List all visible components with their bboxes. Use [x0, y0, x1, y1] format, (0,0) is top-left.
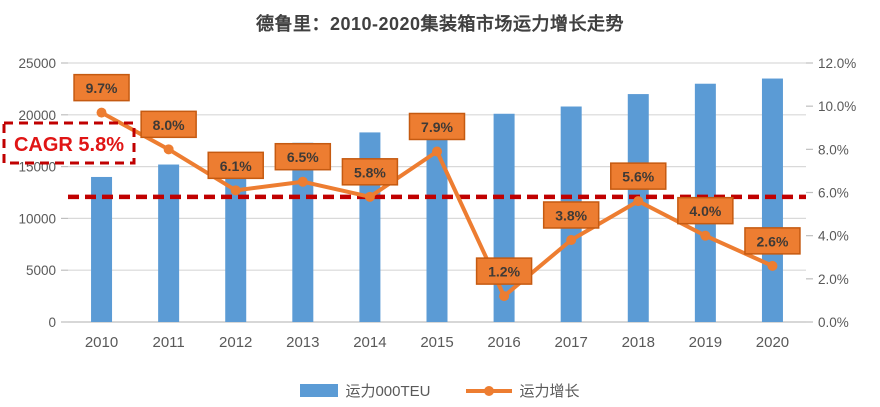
line-series-swatch-icon [465, 385, 512, 396]
right-axis-tick-label: 12.0% [818, 56, 856, 71]
bar-2020 [761, 78, 783, 322]
bar-2015 [426, 116, 448, 322]
x-axis-label-2016: 2016 [487, 334, 520, 351]
x-axis-label-2017: 2017 [554, 334, 587, 351]
growth-label: 2.6% [756, 233, 788, 249]
growth-label-box [274, 142, 332, 171]
growth-point-2012 [230, 185, 241, 196]
growth-label: 4.0% [689, 203, 721, 219]
chart-legend: 运力000TEU 运力增长 [0, 380, 880, 401]
growth-point-2011 [163, 144, 174, 155]
growth-point-2010 [96, 107, 107, 118]
bar-2010 [91, 176, 113, 322]
growth-point-2019 [700, 230, 711, 241]
right-axis-tick-label: 8.0% [818, 142, 849, 157]
chart-plot-area: 25000 20000 15000 10000 5000 0 12.0% 10.0% 8.0% 6… [2, 56, 856, 351]
bar-2012 [225, 155, 247, 322]
growth-point-2015 [432, 146, 442, 157]
cagr-annotation-label: CAGR 5.8% [14, 134, 124, 156]
growth-label-box [341, 158, 399, 186]
growth-label: 1.2% [488, 264, 520, 280]
growth-label-box [610, 162, 667, 190]
x-axis-label-2013: 2013 [286, 334, 319, 351]
x-axis-label-2014: 2014 [353, 334, 386, 351]
x-axis-label-2020: 2020 [756, 334, 789, 351]
growth-label-box [475, 257, 533, 285]
growth-label-box [744, 227, 801, 255]
right-axis-tick-label: 0.0% [818, 315, 849, 330]
growth-label: 3.8% [555, 207, 587, 223]
right-axis-tick-label: 2.0% [818, 272, 849, 287]
left-axis-tick-label: 10000 [18, 211, 56, 226]
growth-point-2014 [364, 191, 375, 202]
x-axis-label-2015: 2015 [420, 334, 453, 351]
growth-label: 7.9% [421, 119, 453, 135]
x-axis-label-2011: 2011 [153, 334, 185, 351]
growth-label: 5.8% [354, 164, 386, 180]
x-axis-label-2018: 2018 [622, 334, 655, 351]
growth-label: 8.0% [153, 117, 185, 133]
bar-series-swatch-icon [300, 384, 339, 397]
left-axis-tick-label: 5000 [26, 263, 56, 278]
growth-point-2020 [767, 260, 778, 271]
growth-label: 6.1% [220, 158, 252, 174]
growth-label-box [140, 110, 197, 139]
x-axis-label-2012: 2012 [219, 334, 252, 351]
legend-label-growth: 运力增长 [519, 383, 580, 400]
bar-2013 [292, 142, 314, 322]
growth-label-box [408, 112, 466, 141]
right-axis-tick-label: 4.0% [818, 229, 849, 244]
growth-point-2016 [499, 291, 510, 302]
x-axis-label-2010: 2010 [85, 334, 118, 351]
chart-title: 德鲁里：2010-2020集装箱市场运力增长走势 [255, 14, 625, 34]
bar-2011 [158, 164, 180, 322]
left-axis-tick-label: 25000 [18, 56, 56, 71]
growth-label: 9.7% [86, 80, 118, 96]
cagr-annotation-box [2, 121, 136, 165]
legend-label-capacity: 运力000TEU [345, 383, 431, 400]
legend-item-growth: 运力增长 [465, 380, 580, 401]
right-axis-tick-label: 6.0% [818, 186, 849, 201]
x-axis-label-2019: 2019 [689, 334, 722, 351]
bar-2018 [627, 94, 649, 322]
growth-point-2018 [633, 196, 644, 207]
legend-item-capacity: 运力000TEU [300, 380, 431, 401]
growth-label: 5.6% [622, 169, 654, 185]
growth-point-2017 [566, 234, 577, 245]
growth-label-box [542, 201, 600, 229]
right-axis-tick-label: 10.0% [818, 99, 856, 114]
growth-label: 6.5% [287, 149, 319, 165]
left-axis-tick-label: 20000 [18, 108, 56, 123]
growth-label-box [677, 196, 734, 225]
growth-label-box [207, 151, 264, 180]
left-axis-tick-label: 15000 [18, 160, 56, 175]
growth-point-2013 [297, 176, 308, 187]
growth-label-box [73, 73, 130, 102]
left-axis-tick-label: 0 [48, 315, 56, 330]
